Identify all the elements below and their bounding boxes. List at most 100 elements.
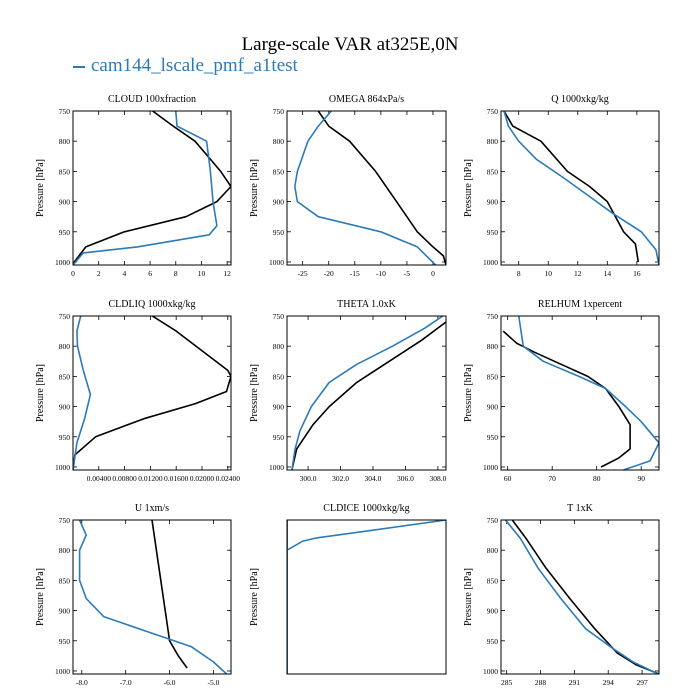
series-line-test <box>503 111 659 265</box>
x-tick-label: 16 <box>633 269 641 278</box>
series-line-control <box>511 520 659 674</box>
x-tick-label: 90 <box>637 474 645 483</box>
x-tick-label: 80 <box>593 474 601 483</box>
y-tick-label: 850 <box>273 372 285 381</box>
x-tick-label: 0.01600 <box>164 474 189 483</box>
series-line-control <box>502 330 631 468</box>
x-tick-label: 0.00400 <box>87 474 112 483</box>
x-tick-label: 300.0 <box>300 474 317 483</box>
y-axis-label: Pressure [hPa] <box>463 159 474 217</box>
x-tick-label: 10 <box>545 269 553 278</box>
y-tick-label: 900 <box>487 607 499 616</box>
y-axis-label: Pressure [hPa] <box>463 568 474 626</box>
series-line-control <box>503 111 640 263</box>
y-axis-label: Pressure [hPa] <box>463 364 474 422</box>
chart-title: THETA 1.0xK <box>337 299 396 310</box>
x-tick-label: 285 <box>501 678 513 687</box>
series-line-test <box>78 520 228 674</box>
y-tick-label: 1000 <box>269 258 284 267</box>
y-axis-label: Pressure [hPa] <box>35 568 46 626</box>
y-tick-label: 800 <box>59 546 71 555</box>
legend-line-swatch <box>73 65 85 68</box>
x-tick-label: 12 <box>574 269 582 278</box>
plot-frame <box>286 315 447 471</box>
y-tick-label: 950 <box>487 228 499 237</box>
plot-frame <box>500 110 660 266</box>
y-tick-label: 950 <box>273 433 285 442</box>
y-tick-label: 1000 <box>483 667 498 676</box>
x-tick-label: -15 <box>350 269 360 278</box>
y-tick-label: 950 <box>487 433 499 442</box>
x-tick-label: 306.0 <box>397 474 414 483</box>
plot-frame <box>72 315 232 471</box>
x-tick-label: -6.0 <box>164 678 176 687</box>
x-tick-label: -8.0 <box>76 678 88 687</box>
plot-frame <box>72 110 232 266</box>
chart-panel-6: RELHUM 1xpercent Pressure [hPa] 60 70 80 90 75… <box>463 299 660 483</box>
y-tick-label: 750 <box>487 516 499 525</box>
chart-title: T 1xK <box>567 503 593 514</box>
y-axis-label: Pressure [hPa] <box>35 364 46 422</box>
chart-panel-1: CLOUD 100xfraction Pressure [hPa] 0 2 4 6 8 10 1… <box>35 94 232 278</box>
y-tick-label: 900 <box>59 607 71 616</box>
x-tick-label: 302.0 <box>332 474 349 483</box>
y-tick-label: 800 <box>59 342 71 351</box>
x-tick-label: 14 <box>604 269 612 278</box>
x-tick-label: -10 <box>376 269 386 278</box>
chart-panel-5: THETA 1.0xK Pressure [hPa] 300.0 302.0 304.0… <box>249 299 447 483</box>
legend: cam144_lscale_pmf_a1test <box>73 55 298 77</box>
x-tick-label: 297 <box>636 678 648 687</box>
x-tick-label: 0.01200 <box>138 474 163 483</box>
y-tick-label: 1000 <box>483 258 498 267</box>
y-tick-label: 850 <box>487 372 499 381</box>
y-tick-label: 750 <box>59 107 71 116</box>
x-tick-label: -5 <box>404 269 410 278</box>
chart-title: RELHUM 1xpercent <box>538 299 622 310</box>
x-tick-label: 0 <box>431 269 435 278</box>
y-tick-label: 950 <box>59 228 71 237</box>
x-tick-label: -20 <box>324 269 334 278</box>
chart-title: CLDLIQ 1000xkg/kg <box>109 299 196 310</box>
page-title: Large-scale VAR at325E,0N <box>241 34 459 55</box>
x-tick-label: -5.0 <box>208 678 220 687</box>
series-line-test <box>287 520 446 674</box>
y-tick-label: 1000 <box>483 463 498 472</box>
x-tick-label: -25 <box>298 269 308 278</box>
y-tick-label: 950 <box>59 433 71 442</box>
chart-panel-3: Q 1000xkg/kg Pressure [hPa] 8 10 12 14 16 750 80… <box>463 94 660 278</box>
series-line-control <box>73 111 231 265</box>
x-tick-label: 0.02400 <box>216 474 241 483</box>
x-tick-label: 8 <box>174 269 178 278</box>
y-tick-label: 800 <box>273 137 285 146</box>
y-tick-label: 900 <box>273 198 285 207</box>
series-line-test <box>518 316 659 470</box>
chart-title: CLOUD 100xfraction <box>108 94 196 105</box>
x-tick-label: 0.00800 <box>112 474 137 483</box>
x-tick-label: 288 <box>535 678 547 687</box>
chart-title: Q 1000xkg/kg <box>551 94 609 105</box>
y-tick-label: 750 <box>273 107 285 116</box>
y-axis-label: Pressure [hPa] <box>249 568 260 626</box>
y-tick-label: 900 <box>487 198 499 207</box>
y-tick-label: 750 <box>487 107 499 116</box>
y-tick-label: 800 <box>59 137 71 146</box>
y-axis-label: Pressure [hPa] <box>249 364 260 422</box>
y-tick-label: 1000 <box>55 258 70 267</box>
series-line-control <box>73 316 231 470</box>
y-tick-label: 850 <box>59 167 71 176</box>
y-tick-label: 800 <box>487 342 499 351</box>
x-tick-label: 60 <box>504 474 512 483</box>
plot-frame <box>500 315 660 471</box>
x-tick-label: 304.0 <box>365 474 382 483</box>
chart-title: OMEGA 864xPa/s <box>329 94 404 105</box>
y-tick-label: 1000 <box>55 463 70 472</box>
chart-panel-8: CLDICE 1000xkg/kg Pressure [hPa] <box>249 503 447 675</box>
y-tick-label: 850 <box>59 372 71 381</box>
y-tick-label: 900 <box>273 403 285 412</box>
x-tick-label: 0 <box>71 269 75 278</box>
chart-title: U 1xm/s <box>135 503 169 514</box>
x-tick-label: 10 <box>198 269 206 278</box>
y-tick-label: 900 <box>59 198 71 207</box>
y-tick-label: 850 <box>273 167 285 176</box>
y-tick-label: 950 <box>59 637 71 646</box>
